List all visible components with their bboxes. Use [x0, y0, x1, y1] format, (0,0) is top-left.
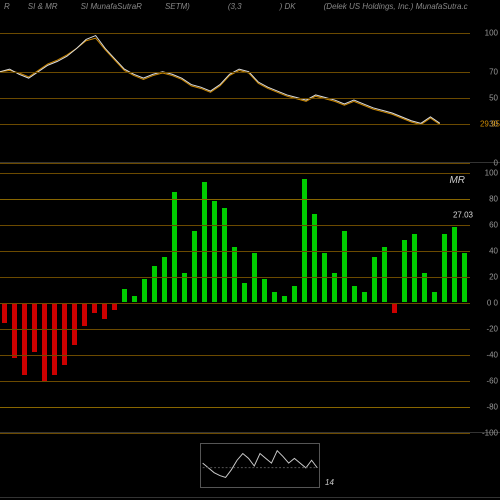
header-item: R	[4, 2, 10, 11]
header-item: SETM)	[165, 2, 190, 11]
mini-chart-box	[200, 443, 320, 488]
rsi-panel: 030507010029.95	[0, 33, 500, 163]
summary-panel: 14	[0, 438, 500, 498]
header-bar: R SI & MR SI MunafaSutraR SETM) (3,3 ) D…	[0, 0, 500, 13]
mini-label: 14	[325, 478, 334, 487]
mr-panel: MR -100-80-60-40-200 02040608010027.03	[0, 173, 500, 433]
header-item: SI MunafaSutraR	[81, 2, 142, 11]
header-item: SI & MR	[28, 2, 58, 11]
header-item: ) DK	[280, 2, 296, 11]
header-item: (3,3	[228, 2, 242, 11]
mini-line-svg	[201, 444, 319, 487]
header-item: (Delek US Holdings, Inc.) MunafaSutra.c	[324, 2, 468, 11]
